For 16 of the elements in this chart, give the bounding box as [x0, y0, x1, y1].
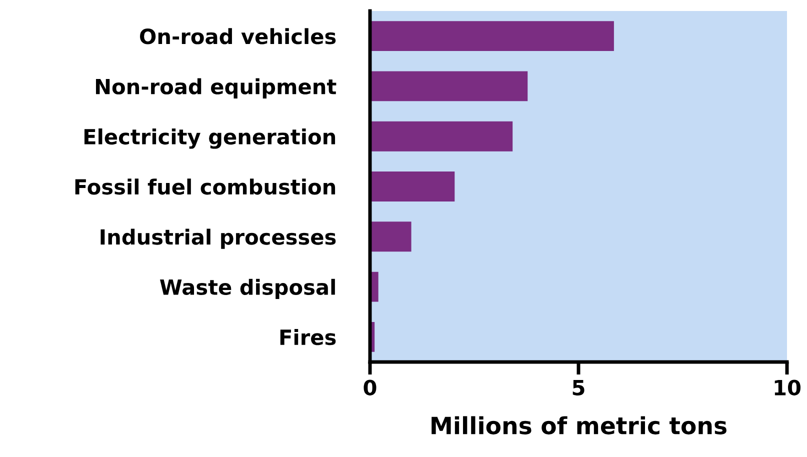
x-tick-label: 0 — [364, 380, 376, 396]
y-tick-label: Electricity generation — [84, 128, 336, 149]
bar — [370, 21, 614, 52]
bar — [370, 172, 455, 202]
y-tick-label: Fires — [280, 329, 336, 346]
x-tick-label: 10 — [774, 380, 800, 396]
y-tick-label: On-road vehicles — [140, 28, 336, 44]
y-tick-label: Non-road equipment — [96, 78, 336, 98]
bar — [370, 121, 513, 152]
bar — [370, 222, 412, 252]
x-tick-label: 5 — [572, 380, 584, 396]
bar — [370, 71, 528, 102]
y-tick-label: Waste disposal — [160, 278, 335, 300]
y-tick-label: Fossil fuel combustion — [75, 178, 336, 195]
y-tick-label: Industrial processes — [100, 228, 336, 249]
x-axis-title: Millions of metric tons — [432, 416, 726, 434]
